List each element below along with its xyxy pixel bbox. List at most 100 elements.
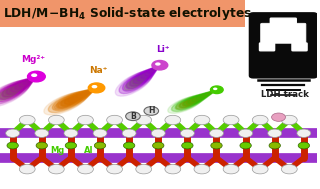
Ellipse shape	[85, 91, 91, 94]
Ellipse shape	[17, 80, 31, 88]
Circle shape	[35, 129, 49, 137]
Text: Al: Al	[84, 146, 93, 155]
Ellipse shape	[5, 81, 28, 95]
Ellipse shape	[192, 93, 209, 102]
FancyBboxPatch shape	[261, 23, 306, 43]
Ellipse shape	[60, 93, 85, 106]
Ellipse shape	[32, 77, 35, 79]
Ellipse shape	[6, 79, 32, 94]
Ellipse shape	[26, 79, 32, 83]
Circle shape	[281, 115, 297, 125]
Ellipse shape	[0, 81, 29, 104]
Circle shape	[48, 115, 64, 125]
Circle shape	[165, 115, 181, 125]
Ellipse shape	[61, 91, 90, 106]
Ellipse shape	[80, 90, 92, 96]
Ellipse shape	[58, 97, 77, 108]
Ellipse shape	[15, 78, 33, 89]
Ellipse shape	[124, 78, 142, 90]
Ellipse shape	[148, 67, 158, 73]
Circle shape	[107, 164, 123, 174]
Ellipse shape	[201, 93, 210, 97]
Ellipse shape	[176, 95, 204, 109]
Ellipse shape	[0, 80, 30, 102]
Ellipse shape	[13, 83, 26, 91]
Circle shape	[297, 129, 311, 137]
Ellipse shape	[87, 89, 95, 93]
Ellipse shape	[152, 66, 158, 71]
Ellipse shape	[10, 84, 24, 93]
Ellipse shape	[83, 89, 94, 95]
Circle shape	[48, 164, 64, 174]
Circle shape	[19, 115, 35, 125]
Circle shape	[252, 164, 268, 174]
Circle shape	[272, 113, 285, 121]
Ellipse shape	[145, 71, 152, 76]
Ellipse shape	[24, 78, 33, 84]
Ellipse shape	[183, 99, 197, 106]
Ellipse shape	[204, 91, 213, 96]
Text: LDH track: LDH track	[261, 90, 309, 99]
Ellipse shape	[206, 93, 211, 95]
Ellipse shape	[9, 81, 29, 93]
Ellipse shape	[119, 71, 152, 94]
FancyBboxPatch shape	[260, 43, 275, 51]
Ellipse shape	[72, 91, 89, 100]
Ellipse shape	[0, 80, 31, 99]
Ellipse shape	[48, 95, 82, 112]
Ellipse shape	[212, 91, 215, 92]
Ellipse shape	[153, 67, 157, 70]
Ellipse shape	[136, 74, 148, 82]
Ellipse shape	[68, 95, 83, 102]
Circle shape	[252, 115, 268, 125]
Ellipse shape	[119, 74, 148, 94]
Ellipse shape	[148, 70, 154, 74]
Ellipse shape	[44, 92, 86, 115]
Ellipse shape	[88, 89, 94, 92]
Circle shape	[65, 142, 76, 149]
Ellipse shape	[126, 70, 154, 89]
Ellipse shape	[190, 95, 205, 103]
Ellipse shape	[142, 69, 155, 77]
Ellipse shape	[57, 91, 89, 108]
Ellipse shape	[65, 91, 91, 104]
Ellipse shape	[56, 94, 84, 108]
Ellipse shape	[196, 93, 210, 100]
Ellipse shape	[129, 72, 151, 87]
Ellipse shape	[82, 91, 89, 95]
Circle shape	[7, 142, 18, 149]
Ellipse shape	[212, 91, 215, 92]
FancyBboxPatch shape	[249, 13, 317, 78]
Circle shape	[152, 60, 168, 70]
Ellipse shape	[78, 89, 93, 97]
Circle shape	[93, 129, 107, 137]
Ellipse shape	[20, 79, 32, 86]
Ellipse shape	[176, 101, 193, 109]
Circle shape	[165, 164, 181, 174]
Ellipse shape	[175, 98, 199, 110]
Circle shape	[298, 142, 309, 149]
Circle shape	[31, 73, 37, 77]
Ellipse shape	[144, 67, 157, 76]
Ellipse shape	[123, 74, 148, 91]
Circle shape	[268, 129, 282, 137]
Ellipse shape	[209, 91, 213, 94]
Ellipse shape	[199, 94, 206, 98]
Ellipse shape	[48, 92, 87, 113]
Ellipse shape	[180, 95, 205, 108]
Ellipse shape	[0, 83, 25, 102]
Circle shape	[211, 142, 222, 149]
Ellipse shape	[52, 94, 83, 111]
Circle shape	[211, 86, 223, 94]
Ellipse shape	[136, 71, 153, 82]
Circle shape	[64, 129, 78, 137]
Ellipse shape	[52, 92, 88, 111]
Ellipse shape	[180, 100, 195, 108]
Ellipse shape	[133, 69, 155, 84]
Ellipse shape	[19, 78, 34, 87]
Circle shape	[155, 62, 161, 66]
Circle shape	[180, 129, 194, 137]
Circle shape	[77, 164, 93, 174]
Ellipse shape	[31, 77, 36, 80]
Ellipse shape	[189, 97, 201, 103]
